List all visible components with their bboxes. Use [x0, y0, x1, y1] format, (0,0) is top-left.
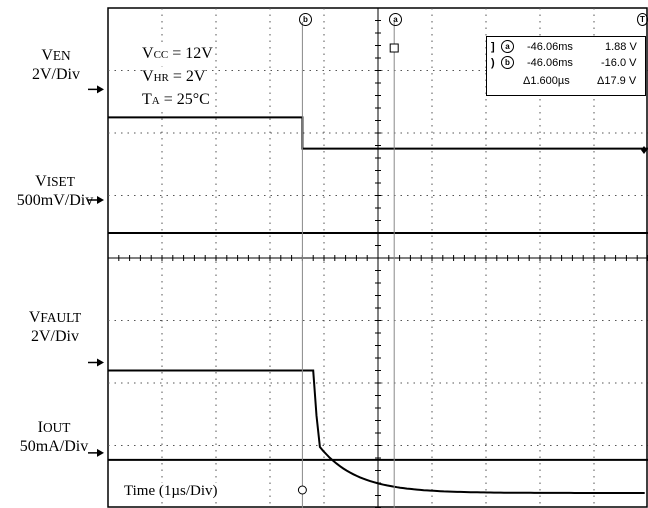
- channel-label-viset: VISET 500mV/Div: [0, 172, 110, 210]
- cursor-marker-b: b: [299, 13, 312, 26]
- channel-arrow-head: [97, 448, 104, 457]
- cursor-b-value: -16.0 V: [601, 57, 637, 69]
- cursor-b-badge: b: [501, 56, 514, 69]
- cursor-b-icon: ): [491, 57, 495, 69]
- cursor-a-icon: ]: [491, 41, 495, 53]
- channel-arrow-head: [97, 196, 104, 204]
- cursor-delta-time: Δ1.600µs: [523, 75, 570, 87]
- cursor-readout: ] a -46.06ms 1.88 V ) b -46.06ms -16.0 V…: [486, 36, 646, 96]
- channel-name: VEN: [41, 47, 71, 64]
- cursor-a-handle: [389, 43, 399, 53]
- channel-label-ven: VEN 2V/Div: [16, 46, 96, 84]
- channel-name: IOUT: [37, 419, 71, 436]
- condition-vhr: VHR = 2V: [142, 67, 206, 88]
- channel-name: VFAULT: [28, 309, 82, 326]
- cursor-marker-a: a: [389, 13, 402, 26]
- trigger-marker: T: [637, 13, 648, 26]
- cursor-b-time: -46.06ms: [527, 57, 573, 69]
- channel-scale: 500mV/Div: [16, 192, 94, 209]
- cursor-a-badge: a: [501, 40, 514, 53]
- channel-arrow-head: [97, 85, 104, 94]
- channel-scale: 2V/Div: [31, 328, 79, 345]
- cursors: [88, 22, 647, 508]
- channel-scale: 50mA/Div: [19, 438, 89, 455]
- channel-arrow-head: [97, 358, 104, 367]
- trace-vfault: [108, 369, 645, 494]
- channel-name: VISET: [35, 173, 75, 190]
- x-axis-label: Time (1µs/Div): [122, 483, 220, 500]
- condition-vcc: VCC = 12V: [142, 44, 213, 65]
- channel-label-vfault: VFAULT 2V/Div: [10, 308, 100, 346]
- channel-label-iout: IOUT 50mA/Div: [4, 418, 104, 456]
- cursor-a-value: 1.88 V: [605, 41, 637, 53]
- condition-ta: TA = 25°C: [142, 90, 210, 111]
- cursor-delta-value: Δ17.9 V: [597, 75, 637, 87]
- cursor-a-time: -46.06ms: [527, 41, 573, 53]
- cursor-b-handle: [297, 485, 307, 495]
- trigger-level-marker: [641, 146, 647, 154]
- channel-scale: 2V/Div: [32, 66, 80, 83]
